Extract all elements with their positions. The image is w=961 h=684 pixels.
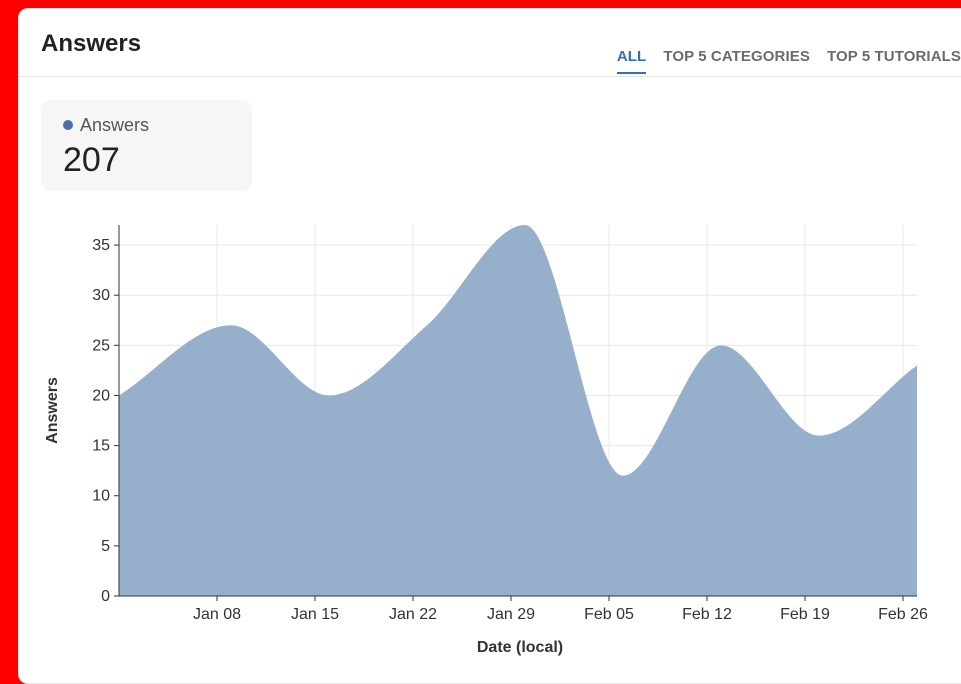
y-tick-label: 30 [92, 287, 110, 304]
y-tick-label: 25 [92, 337, 110, 354]
x-tick-label: Feb 19 [780, 606, 830, 623]
y-tick-label: 15 [92, 438, 110, 455]
tab-top-5-tutorials[interactable]: TOP 5 TUTORIALS [826, 48, 961, 65]
tab-bar: ALL TOP 5 CATEGORIES TOP 5 TUTORIALS [616, 48, 961, 74]
card-header: Answers ALL TOP 5 CATEGORIES TOP 5 TUTOR… [19, 9, 961, 77]
y-axis-title: Answers [44, 377, 61, 444]
stat-legend: Answers [63, 115, 149, 135]
y-tick-label: 20 [92, 387, 110, 404]
y-tick-label: 0 [101, 588, 110, 605]
y-tick-label: 10 [92, 488, 110, 505]
card-title: Answers [41, 30, 142, 57]
series-dot-icon [63, 120, 73, 130]
answers-area-chart: 0 5 10 15 20 25 30 35 Jan 08 Jan 15 Jan 22 Jan 29 Fe… [44, 225, 928, 656]
answers-area [119, 225, 917, 596]
x-axis-title: Date (local) [477, 639, 563, 656]
x-tick-label: Jan 08 [193, 606, 241, 623]
x-tick-label: Jan 15 [291, 606, 339, 623]
answers-card: Answers ALL TOP 5 CATEGORIES TOP 5 TUTOR… [18, 8, 961, 684]
tab-all[interactable]: ALL [616, 48, 647, 74]
tab-top-5-categories[interactable]: TOP 5 CATEGORIES [663, 48, 810, 65]
y-tick-label: 35 [92, 237, 110, 254]
x-tick-label: Feb 12 [682, 606, 732, 623]
x-tick-label: Feb 05 [584, 606, 634, 623]
stat-summary: Answers 207 [41, 100, 252, 191]
y-tick-label: 5 [101, 538, 110, 555]
stat-label: Answers [80, 115, 150, 135]
x-tick-label: Feb 26 [878, 606, 928, 623]
x-tick-label: Jan 29 [487, 606, 535, 623]
stat-value: 207 [63, 141, 120, 179]
x-tick-label: Jan 22 [389, 606, 437, 623]
